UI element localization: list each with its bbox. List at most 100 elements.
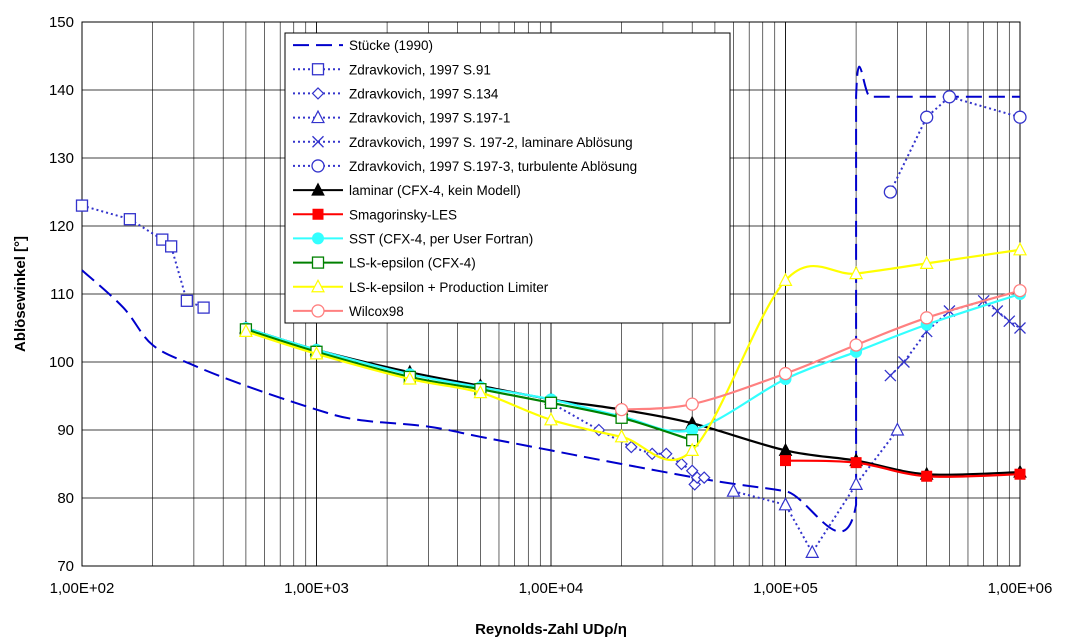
data-point <box>544 396 558 409</box>
data-point <box>614 402 629 417</box>
data-point <box>991 305 1004 317</box>
data-point <box>686 424 699 436</box>
data-point <box>1003 315 1016 328</box>
data-point <box>1013 242 1027 256</box>
legend-entry: Zdravkovich, 1997 S.197-3, turbulente Ab… <box>293 159 637 174</box>
data-point <box>921 470 933 482</box>
x-axis-title: Reynolds-Zahl UDρ/η <box>475 621 627 638</box>
data-point <box>238 323 253 337</box>
x-tick-label: 1,00E+06 <box>988 580 1053 597</box>
data-point <box>685 397 699 411</box>
series-line <box>245 248 1021 462</box>
legend-entry: Wilcox98 <box>293 304 404 319</box>
series-line <box>889 95 1021 193</box>
legend-label: Smagorinsky-LES <box>349 207 457 222</box>
legend-entry: Zdravkovich, 1997 S.197-1 <box>293 109 510 126</box>
legend-label: laminar (CFX-4, kein Modell) <box>349 183 521 198</box>
data-point <box>884 369 897 382</box>
y-tick-label: 140 <box>49 82 74 99</box>
data-point <box>942 90 957 104</box>
data-point <box>849 338 863 352</box>
legend-entry: Stücke (1990) <box>293 38 433 53</box>
data-point <box>1013 283 1027 298</box>
data-point <box>919 255 934 269</box>
series-wilcox98 <box>614 283 1027 417</box>
series-line <box>733 429 899 554</box>
legend-marker <box>311 182 325 196</box>
legend-marker <box>312 232 324 245</box>
legend-marker <box>311 304 325 318</box>
data-point <box>1014 322 1026 334</box>
y-tick-label: 90 <box>57 422 74 439</box>
data-point <box>850 457 862 469</box>
legend-entry: Zdravkovich, 1997 S. 197-2, laminare Abl… <box>293 135 633 150</box>
data-point <box>697 471 711 484</box>
legend-entry: SST (CFX-4, per User Fortran) <box>293 231 533 246</box>
data-point <box>1014 468 1026 480</box>
legend-entry: Zdravkovich, 1997 S.134 <box>293 86 499 101</box>
x-tick-label: 1,00E+03 <box>284 580 349 597</box>
data-point <box>75 199 89 212</box>
series-line <box>81 65 1020 533</box>
legend-entry: Smagorinsky-LES <box>293 207 457 222</box>
legend-label: Zdravkovich, 1997 S.134 <box>349 86 499 101</box>
data-point <box>675 457 688 471</box>
data-point <box>897 356 910 368</box>
data-point <box>849 265 864 280</box>
data-point <box>849 476 864 490</box>
legend-label: SST (CFX-4, per User Fortran) <box>349 231 533 246</box>
y-tick-label: 130 <box>49 150 74 167</box>
data-point <box>544 412 558 426</box>
data-point <box>309 346 324 360</box>
legend-marker <box>311 109 325 124</box>
x-tick-label: 1,00E+04 <box>519 580 584 597</box>
legend-entry: LS-k-epsilon + Production Limiter <box>293 278 549 295</box>
legend-label: Zdravkovich, 1997 S. 197-2, laminare Abl… <box>349 135 633 150</box>
series-smagorinsky-les <box>780 455 1026 482</box>
legend: Stücke (1990) Zdravkovich, 1997 S.91 Zdrav… <box>284 32 731 324</box>
series-ls-k-epsilon-production-limiter <box>238 242 1027 462</box>
legend-label: LS-k-epsilon (CFX-4) <box>349 256 476 271</box>
legend-entry: Zdravkovich, 1997 S.91 <box>293 62 491 77</box>
legend-label: Wilcox98 <box>349 304 404 319</box>
series-st-cke-1990 <box>81 65 1020 533</box>
series-zdravkovich-1997-s-91 <box>75 199 210 314</box>
data-point <box>890 422 905 436</box>
series-zdravkovich-1997-s-197-3-turbulente-abl-sung <box>883 90 1027 199</box>
data-point <box>1013 110 1027 124</box>
data-point <box>778 272 793 286</box>
data-point <box>473 384 488 399</box>
y-tick-label: 120 <box>49 218 74 235</box>
data-point <box>614 429 629 443</box>
y-tick-label: 70 <box>57 558 74 575</box>
y-tick-label: 100 <box>49 354 74 371</box>
legend-label: Stücke (1990) <box>349 38 433 53</box>
data-point <box>123 213 137 226</box>
data-point <box>778 497 793 511</box>
series-group <box>75 65 1027 559</box>
legend-entry: LS-k-epsilon (CFX-4) <box>293 256 476 271</box>
data-point <box>780 455 791 467</box>
data-point <box>402 371 417 385</box>
data-point <box>165 240 178 253</box>
data-point <box>883 185 898 199</box>
legend-marker <box>311 159 325 173</box>
legend-marker <box>311 256 325 269</box>
legend-marker <box>312 208 324 220</box>
legend-label: Zdravkovich, 1997 S.197-3, turbulente Ab… <box>349 159 637 174</box>
y-tick-label: 110 <box>50 286 74 303</box>
series-zdravkovich-1997-s-197-1 <box>726 422 905 559</box>
legend-label: Zdravkovich, 1997 S.91 <box>349 62 491 77</box>
data-point <box>197 301 210 314</box>
data-point <box>685 442 700 456</box>
data-point <box>180 294 194 307</box>
data-point <box>805 544 820 559</box>
data-point <box>156 233 169 246</box>
legend-label: Zdravkovich, 1997 S.197-1 <box>349 111 510 126</box>
legend-marker <box>311 278 325 293</box>
y-axis-title: Ablösewinkel [°] <box>12 236 29 352</box>
legend-marker <box>311 63 325 76</box>
legend-entry: laminar (CFX-4, kein Modell) <box>293 182 521 198</box>
data-point <box>624 440 638 454</box>
